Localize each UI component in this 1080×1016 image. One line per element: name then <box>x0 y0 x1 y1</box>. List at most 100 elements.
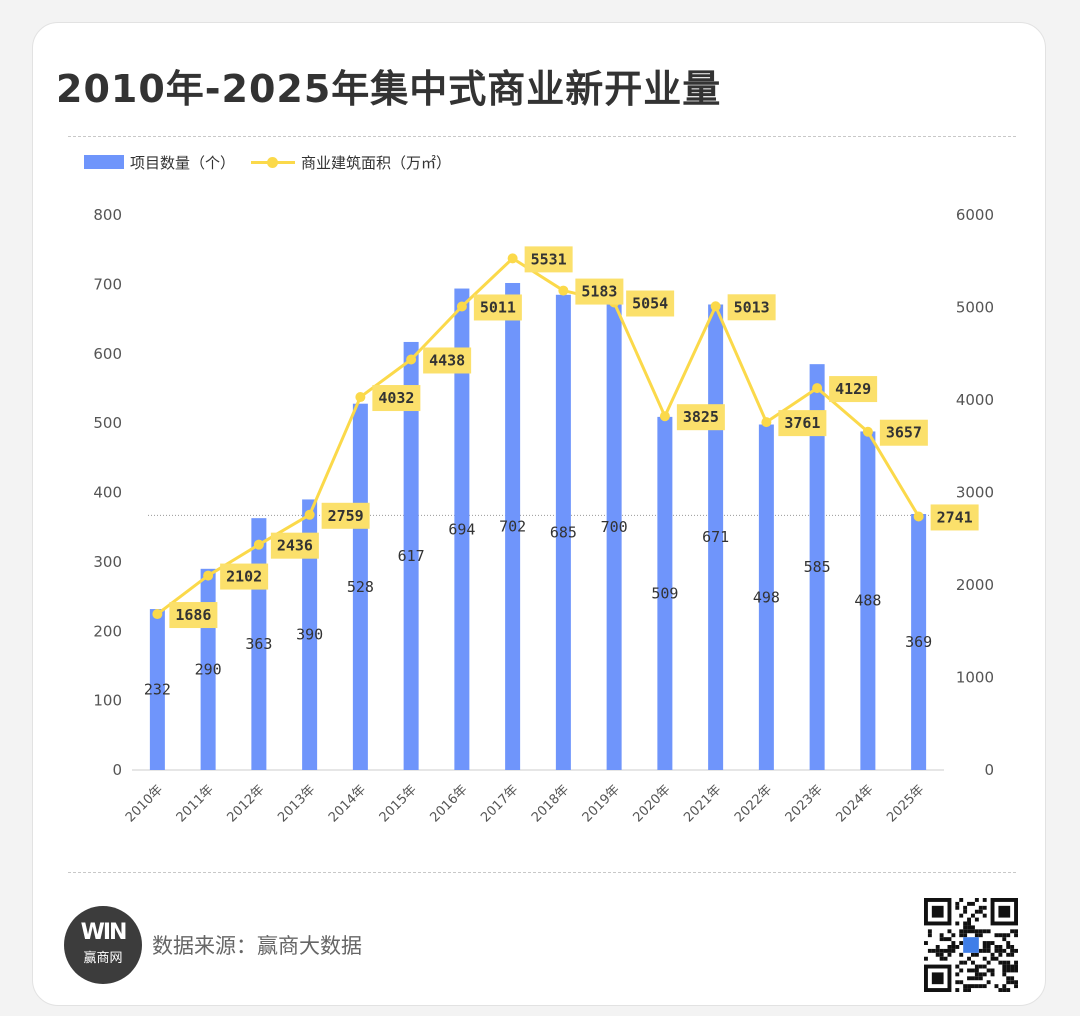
line-label-box <box>423 347 472 374</box>
line-point <box>812 383 823 394</box>
bar-value-label: 363 <box>245 635 272 653</box>
bar-value-label: 700 <box>601 518 628 536</box>
line-value-label: 5183 <box>581 283 617 301</box>
y-left-tick-label: 300 <box>93 553 122 571</box>
y-left-tick-label: 0 <box>112 761 122 779</box>
x-tick-label: 2010年 <box>123 782 166 825</box>
bar <box>758 424 774 770</box>
bar <box>555 294 571 770</box>
bar-value-label: 498 <box>753 588 780 606</box>
line-point <box>507 253 518 264</box>
line-point <box>152 609 163 620</box>
legend-line-swatch <box>251 154 296 170</box>
x-tick-label: 2018年 <box>529 782 572 825</box>
line-point <box>862 426 873 437</box>
y-right-tick-label: 5000 <box>956 299 994 317</box>
bar-value-label: 232 <box>144 681 171 699</box>
x-tick-label: 2024年 <box>834 782 877 825</box>
line-label-box <box>372 385 421 412</box>
line-value-label: 5054 <box>632 295 668 313</box>
bar <box>302 499 318 770</box>
legend-bar-label: 项目数量（个） <box>130 153 236 172</box>
line-value-label: 2102 <box>226 568 262 586</box>
x-tick-label: 2011年 <box>174 782 217 825</box>
line-point <box>761 417 772 428</box>
line-point <box>913 511 924 522</box>
line-label-box <box>169 602 218 629</box>
bar-value-label: 702 <box>499 517 526 535</box>
x-tick-label: 2022年 <box>732 782 775 825</box>
bar <box>505 282 521 770</box>
line-value-label: 5013 <box>734 298 770 316</box>
line-value-label: 5011 <box>480 298 516 316</box>
line-point <box>406 354 417 365</box>
bar <box>657 416 673 770</box>
bar-value-label: 509 <box>651 584 678 602</box>
line-label-box <box>473 294 522 321</box>
line-value-label: 4438 <box>429 351 465 369</box>
line-series <box>156 256 920 616</box>
chart-card <box>32 22 1046 1006</box>
bar-value-label: 369 <box>905 633 932 651</box>
line-label-box <box>676 404 725 431</box>
line-value-label: 3825 <box>683 408 719 426</box>
line-label-box <box>879 419 928 446</box>
line-label-box <box>778 410 827 437</box>
line-label-box <box>626 290 675 317</box>
bar <box>860 431 876 770</box>
x-tick-label: 2016年 <box>428 782 471 825</box>
line-point <box>558 285 569 296</box>
bar-value-label: 528 <box>347 578 374 596</box>
bar-value-label: 390 <box>296 626 323 644</box>
bar <box>352 403 368 770</box>
bar <box>809 364 825 770</box>
x-tick-label: 2025年 <box>884 782 927 825</box>
bar <box>403 341 419 770</box>
bar <box>911 514 927 770</box>
line-label-box <box>930 504 979 531</box>
winshang-logo: WIN 赢商网 <box>64 906 142 984</box>
x-tick-label: 2023年 <box>783 782 826 825</box>
line-label-box <box>270 532 319 559</box>
line-value-label: 4032 <box>378 389 414 407</box>
legend-bar-swatch <box>84 155 124 169</box>
qr-code-icon <box>924 898 1018 992</box>
line-value-label: 3657 <box>886 424 922 442</box>
y-left-tick-label: 500 <box>93 414 122 432</box>
line-point <box>456 301 467 312</box>
x-tick-label: 2012年 <box>225 782 268 825</box>
bar-value-label: 290 <box>195 660 222 678</box>
x-tick-label: 2020年 <box>631 782 674 825</box>
bar-value-label: 694 <box>448 520 475 538</box>
y-left-tick-label: 600 <box>93 345 122 363</box>
x-tick-label: 2013年 <box>275 782 318 825</box>
y-left-tick-label: 200 <box>93 622 122 640</box>
x-tick-label: 2021年 <box>681 782 724 825</box>
line-point <box>304 509 315 520</box>
y-right-tick-label: 6000 <box>956 206 994 224</box>
chart-title: 2010年-2025年集中式商业新开业量 <box>56 67 722 111</box>
y-left-tick-label: 400 <box>93 484 122 502</box>
data-source: 数据来源：赢商大数据 <box>152 934 362 958</box>
y-right-tick-label: 2000 <box>956 576 994 594</box>
line-point <box>203 570 214 581</box>
bar-value-label: 585 <box>804 558 831 576</box>
legend: 项目数量（个） 商业建筑面积（万㎡） <box>84 150 451 174</box>
y-right-tick-label: 3000 <box>956 484 994 502</box>
y-left-tick-label: 700 <box>93 275 122 293</box>
x-tick-label: 2019年 <box>580 782 623 825</box>
bar-value-label: 488 <box>854 592 881 610</box>
bar-value-label: 671 <box>702 528 729 546</box>
line-point <box>710 301 721 312</box>
bar <box>606 284 622 770</box>
bar-value-label: 617 <box>398 547 425 565</box>
y-left-tick-label: 800 <box>93 206 122 224</box>
y-right-tick-label: 0 <box>984 761 994 779</box>
x-tick-label: 2014年 <box>326 782 369 825</box>
line-value-label: 4129 <box>835 380 871 398</box>
line-point <box>253 539 264 550</box>
line-point <box>659 411 670 422</box>
bar <box>454 288 470 770</box>
line-value-label: 2741 <box>937 508 973 526</box>
